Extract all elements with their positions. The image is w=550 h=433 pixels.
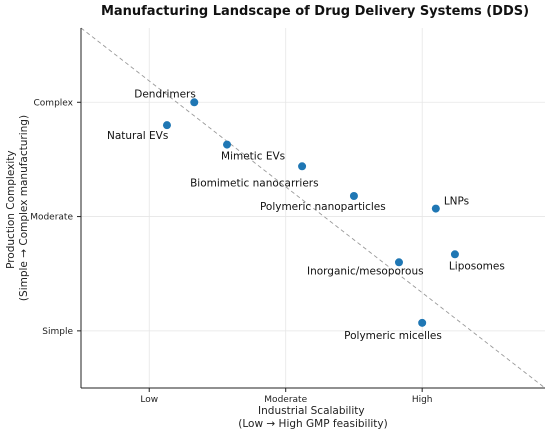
- y-tick-label-1: Simple: [42, 327, 73, 337]
- x-tick-label-2: Moderate: [264, 395, 307, 405]
- point-lnps: [431, 204, 440, 213]
- point-label-polymeric-micelles: Polymeric micelles: [344, 330, 442, 342]
- point-polymeric-nanoparticles: [349, 192, 358, 200]
- point-natural-evs: [162, 121, 171, 130]
- point-liposomes: [450, 250, 459, 259]
- grid: [81, 28, 545, 388]
- y-axis-label-line-1: Production Complexity: [5, 150, 17, 269]
- point-mimetic-evs: [223, 140, 232, 149]
- point-biomimetic-nanocarriers: [298, 162, 307, 171]
- point-label-lnps: LNPs: [444, 196, 469, 208]
- point-polymeric-micelles: [418, 318, 427, 327]
- point-dendrimers: [190, 98, 199, 107]
- point-label-mimetic-evs: Mimetic EVs: [221, 151, 285, 163]
- axes: [80, 28, 545, 389]
- y-axis-ticks: Simple Moderate Complex: [30, 98, 81, 337]
- y-axis-label-line-2: (Simple → Complex manufacturing): [18, 115, 30, 301]
- y-axis-label: Production Complexity (Simple → Complex …: [5, 115, 30, 301]
- point-label-biomimetic-nanocarriers: Biomimetic nanocarriers: [190, 177, 319, 189]
- point-labels: Dendrimers Natural EVs Mimetic EVs Biomimet…: [107, 88, 505, 342]
- point-label-polymeric-nanoparticles: Polymeric nanoparticles: [260, 201, 386, 213]
- x-tick-label-1: Low: [140, 395, 158, 405]
- chart-title: Manufacturing Landscape of Drug Delivery…: [101, 4, 529, 19]
- x-tick-label-3: High: [412, 395, 433, 405]
- x-axis-label-line-2: (Low → High GMP feasibility): [238, 418, 387, 430]
- y-tick-label-3: Complex: [34, 98, 74, 108]
- x-axis-label: Industrial Scalability (Low → High GMP f…: [238, 405, 387, 430]
- point-inorganic-mesoporous: [394, 258, 403, 267]
- y-tick-label-2: Moderate: [30, 213, 73, 223]
- point-label-dendrimers: Dendrimers: [134, 88, 196, 100]
- point-label-liposomes: Liposomes: [449, 260, 505, 272]
- x-axis-ticks: Low Moderate High: [140, 388, 433, 405]
- point-label-natural-evs: Natural EVs: [107, 130, 168, 142]
- point-label-inorganic-mesoporous: Inorganic/mesoporous: [307, 265, 424, 277]
- data-points: [162, 98, 459, 327]
- x-axis-label-line-1: Industrial Scalability: [258, 405, 365, 417]
